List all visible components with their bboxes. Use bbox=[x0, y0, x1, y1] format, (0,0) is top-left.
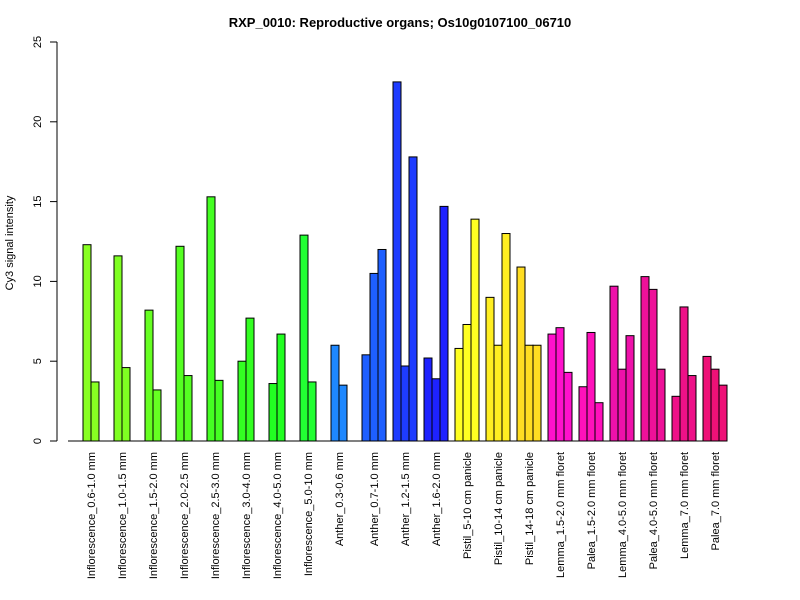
category-labels: Inflorescence_0.6-1.0 mm Inflorescence_1.… bbox=[86, 452, 722, 579]
bar bbox=[718, 384, 728, 442]
bar bbox=[470, 218, 480, 442]
bar bbox=[493, 344, 503, 442]
bar bbox=[679, 306, 689, 442]
x-tick-label: Palea_7.0 mm floret bbox=[710, 452, 722, 550]
bar bbox=[392, 81, 402, 442]
y-tick-label: 5 bbox=[32, 358, 44, 364]
bar bbox=[307, 381, 317, 442]
bar bbox=[555, 327, 565, 442]
x-tick-label: Inflorescence_3.0-4.0 mm bbox=[241, 452, 253, 579]
bar bbox=[640, 276, 650, 442]
x-tick-label: Palea_4.0-5.0 mm floret bbox=[648, 452, 660, 569]
bar bbox=[408, 156, 418, 442]
bar bbox=[431, 378, 441, 442]
x-tick-label: Palea_1.5-2.0 mm floret bbox=[586, 452, 598, 569]
bar bbox=[702, 355, 712, 442]
x-tick-label: Inflorescence_2.5-3.0 mm bbox=[210, 452, 222, 579]
bar bbox=[656, 368, 666, 442]
bar bbox=[439, 205, 449, 442]
bar bbox=[113, 255, 123, 442]
x-tick-label: Pistil_10-14 cm panicle bbox=[493, 452, 505, 565]
bar bbox=[245, 317, 255, 442]
y-tick-label: 10 bbox=[32, 275, 44, 287]
bar bbox=[361, 354, 371, 442]
x-tick-label: Lemma_1.5-2.0 mm floret bbox=[555, 452, 567, 578]
x-tick-label: Inflorescence_4.0-5.0 mm bbox=[272, 452, 284, 579]
bar bbox=[82, 244, 92, 442]
x-tick-label: Lemma_7.0 mm floret bbox=[679, 452, 691, 559]
chart-title: RXP_0010: Reproductive organs; Os10g0107… bbox=[229, 15, 572, 30]
bar bbox=[268, 383, 278, 442]
bar bbox=[183, 375, 193, 442]
bar bbox=[206, 196, 216, 442]
bar bbox=[687, 375, 697, 442]
bar bbox=[377, 248, 387, 442]
bar bbox=[547, 333, 557, 442]
bar bbox=[369, 272, 379, 442]
bar bbox=[485, 296, 495, 442]
x-tick-label: Inflorescence_0.6-1.0 mm bbox=[86, 452, 98, 579]
y-tick-label: 0 bbox=[32, 438, 44, 444]
x-tick-label: Lemma_4.0-5.0 mm floret bbox=[617, 452, 629, 578]
x-tick-label: Inflorescence_2.0-2.5 mm bbox=[179, 452, 191, 579]
x-tick-label: Inflorescence_1.5-2.0 mm bbox=[148, 452, 160, 579]
bar bbox=[276, 333, 286, 442]
bar bbox=[524, 344, 534, 442]
x-tick-label: Pistil_5-10 cm panicle bbox=[462, 452, 474, 559]
bars-layer bbox=[82, 81, 728, 442]
bar bbox=[532, 344, 542, 442]
x-tick-label: Inflorescence_1.0-1.5 mm bbox=[117, 452, 129, 579]
bar bbox=[121, 367, 131, 442]
bar bbox=[144, 309, 154, 442]
bar bbox=[578, 386, 588, 442]
x-tick-label: Inflorescence_5.0-10 mm bbox=[303, 452, 315, 576]
bar bbox=[671, 395, 681, 442]
bar bbox=[152, 389, 162, 442]
bar bbox=[214, 379, 224, 442]
bar bbox=[710, 368, 720, 442]
x-tick-label: Anther_1.6-2.0 mm bbox=[431, 452, 443, 546]
bar bbox=[625, 335, 635, 442]
bar bbox=[586, 331, 596, 442]
bar bbox=[617, 368, 627, 442]
bar bbox=[563, 371, 573, 442]
y-tick-label: 20 bbox=[32, 116, 44, 128]
bar bbox=[462, 323, 472, 442]
x-tick-label: Anther_0.3-0.6 mm bbox=[334, 452, 346, 546]
bar bbox=[330, 344, 340, 442]
bar bbox=[516, 266, 526, 442]
bar bbox=[400, 365, 410, 442]
bar bbox=[175, 245, 185, 442]
bar bbox=[648, 288, 658, 442]
x-tick-label: Anther_0.7-1.0 mm bbox=[369, 452, 381, 546]
bar bbox=[338, 384, 348, 442]
bar bbox=[423, 357, 433, 442]
x-tick-label: Anther_1.2-1.5 mm bbox=[400, 452, 412, 546]
y-tick-label: 25 bbox=[32, 36, 44, 48]
bar bbox=[501, 233, 511, 442]
bar bbox=[299, 234, 309, 442]
bar bbox=[609, 285, 619, 442]
y-axis: 0 5 10 15 20 25 bbox=[32, 36, 58, 444]
x-tick-label: Pistil_14-18 cm panicle bbox=[524, 452, 536, 565]
bar bbox=[90, 381, 100, 442]
y-axis-label: Cy3 signal intensity bbox=[4, 195, 16, 290]
bar bbox=[594, 402, 604, 442]
bar bbox=[454, 347, 464, 442]
y-tick-label: 15 bbox=[32, 195, 44, 207]
bar bbox=[237, 360, 247, 442]
